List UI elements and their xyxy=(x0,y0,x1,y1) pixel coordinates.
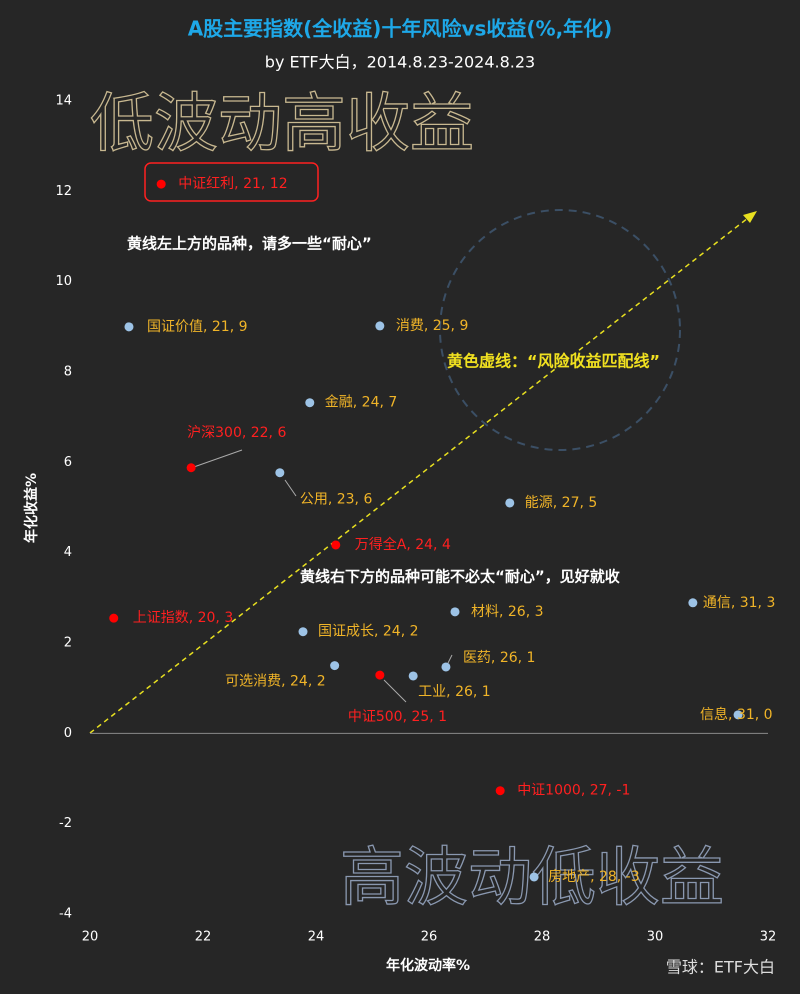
x-tick-label: 30 xyxy=(647,930,664,945)
y-tick-label: 2 xyxy=(64,636,72,651)
point-label: 医药, 26, 1 xyxy=(463,650,536,666)
x-tick-label: 22 xyxy=(195,930,212,945)
y-tick-label: -4 xyxy=(59,907,72,922)
y-tick-label: -2 xyxy=(59,816,72,831)
point xyxy=(331,540,341,550)
annotation: 黄线左上方的品种，请多一些“耐心” xyxy=(127,235,372,253)
point xyxy=(375,321,385,331)
point-label: 信息, 31, 0 xyxy=(700,706,773,723)
leader-line xyxy=(190,449,243,469)
point-label: 中证1000, 27, -1 xyxy=(517,783,630,799)
x-tick-label: 24 xyxy=(308,930,325,945)
point-label: 公用, 23, 6 xyxy=(300,492,373,508)
point-label: 国证成长, 24, 2 xyxy=(318,624,419,640)
point-label: 可选消费, 24, 2 xyxy=(225,674,326,690)
point xyxy=(441,662,451,672)
y-tick-label: 12 xyxy=(55,184,72,199)
chart-title: A股主要指数(全收益)十年风险vs收益(%,年化) xyxy=(188,17,613,41)
leader-line xyxy=(383,679,407,703)
highlight-box xyxy=(144,162,319,202)
point xyxy=(375,670,385,680)
point-label: 材料, 26, 3 xyxy=(471,604,544,620)
point-label: 中证500, 25, 1 xyxy=(348,709,447,725)
leader-line xyxy=(447,654,453,664)
point xyxy=(505,498,515,508)
y-tick-label: 14 xyxy=(55,94,72,109)
x-tick-label: 28 xyxy=(534,930,551,945)
x-tick-label: 20 xyxy=(82,930,99,945)
point xyxy=(688,598,698,608)
point-label: 能源, 27, 5 xyxy=(525,495,598,511)
point xyxy=(305,398,315,408)
y-axis-label: 年化收益% xyxy=(23,473,40,543)
point-label: 工业, 26, 1 xyxy=(418,684,491,700)
point-label: 通信, 31, 3 xyxy=(703,595,776,611)
point-label: 金融, 24, 7 xyxy=(325,395,398,411)
annotation: 黄线右下方的品种可能不必太“耐心”，见好就收 xyxy=(300,568,620,586)
point xyxy=(330,661,340,671)
y-tick-label: 4 xyxy=(64,545,72,560)
point xyxy=(275,468,285,478)
point xyxy=(733,710,743,720)
x-tick-label: 32 xyxy=(760,930,777,945)
point xyxy=(156,179,166,189)
point xyxy=(408,671,418,681)
point xyxy=(186,463,196,473)
stamp xyxy=(439,209,681,451)
point-label: 中证红利, 21, 12 xyxy=(178,176,287,192)
leader-line xyxy=(284,479,297,497)
watermark-top: 低波动高收益 xyxy=(90,88,474,162)
y-tick-label: 10 xyxy=(55,274,72,289)
x-tick-label: 26 xyxy=(421,930,438,945)
chart-subtitle: by ETF大白，2014.8.23-2024.8.23 xyxy=(265,53,535,72)
point xyxy=(495,786,505,796)
point-label: 沪深300, 22, 6 xyxy=(187,425,286,441)
y-tick-label: 0 xyxy=(64,726,72,741)
point xyxy=(124,322,134,332)
x-axis-label: 年化波动率% xyxy=(386,957,470,974)
y-tick-label: 6 xyxy=(64,455,72,470)
point-label: 消费, 25, 9 xyxy=(396,318,469,334)
point-label: 国证价值, 21, 9 xyxy=(147,319,248,335)
point xyxy=(109,613,119,623)
point xyxy=(450,607,460,617)
match-line-arrow xyxy=(743,211,757,223)
point-label: 房地产, 28, -3 xyxy=(548,869,640,885)
annotation: 黄色虚线：“风险收益匹配线” xyxy=(447,352,660,371)
point-label: 万得全A, 24, 4 xyxy=(355,536,451,553)
match-line xyxy=(89,217,749,734)
watermark-text: 雪球：ETF大白 xyxy=(666,958,775,977)
y-tick-label: 8 xyxy=(64,365,72,380)
point-label: 上证指数, 20, 3 xyxy=(133,610,234,626)
point xyxy=(529,872,539,882)
point xyxy=(298,627,308,637)
